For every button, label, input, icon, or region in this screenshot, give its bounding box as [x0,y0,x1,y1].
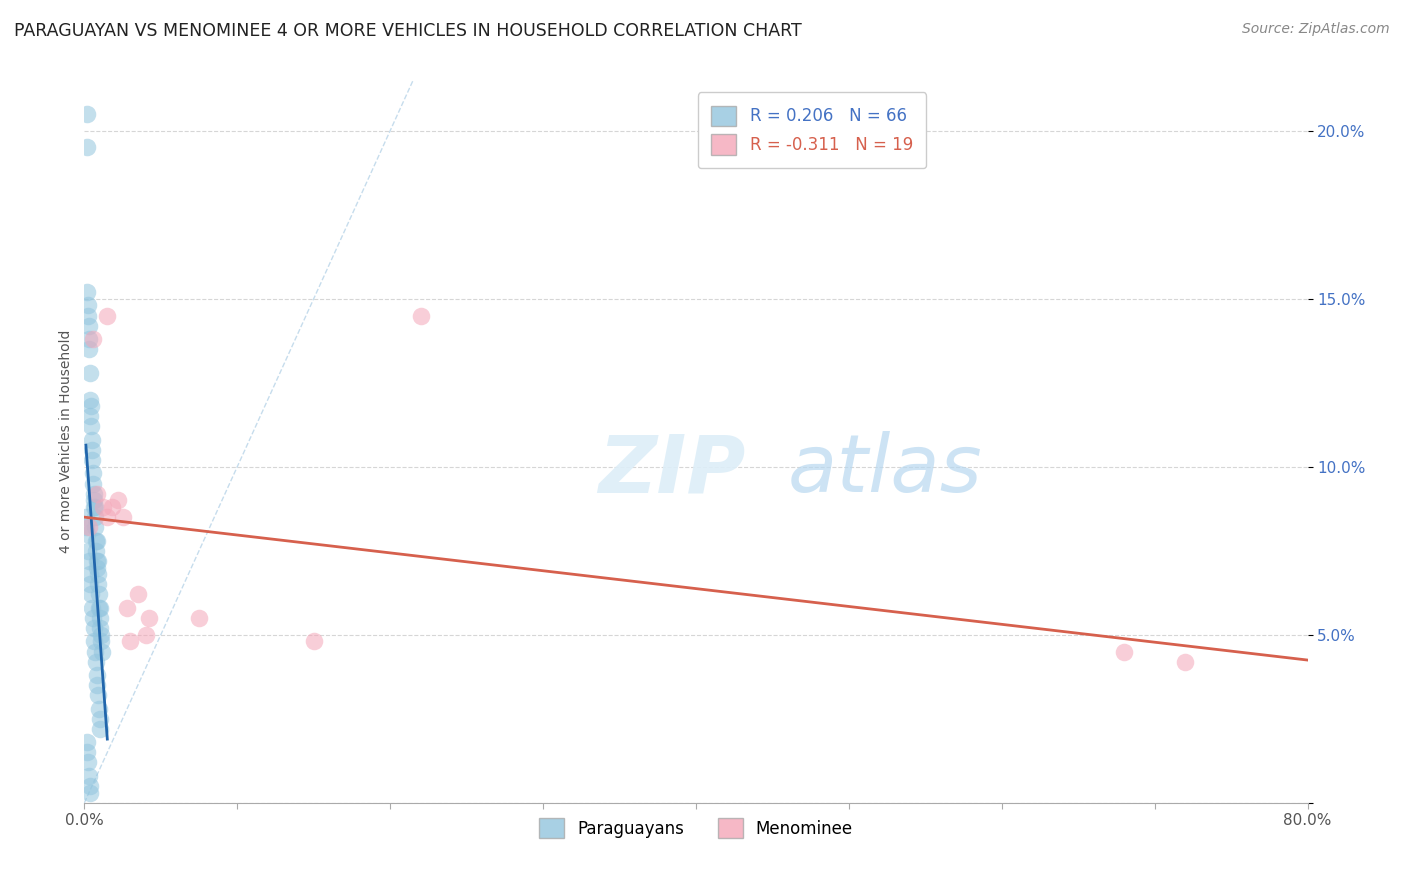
Point [79,366,101,380]
Point [83,634,105,648]
Text: atlas: atlas [787,432,983,509]
Point [75,520,97,534]
Point [302,634,325,648]
Point [82,467,104,481]
Point [79,409,101,424]
Point [89,600,111,615]
Point [82,476,104,491]
Point [91,644,114,658]
Point [135,628,157,642]
Point [107,493,129,508]
Point [90,628,112,642]
Point [115,600,138,615]
Point [1114,644,1136,658]
Point [82,332,104,346]
Point [80,600,103,615]
Point [84,655,107,669]
Point [86,668,108,682]
Point [82,453,104,467]
Point [76,527,98,541]
Point [87,577,110,591]
Point [87,587,110,601]
Point [79,786,101,800]
Point [89,712,111,726]
Point [80,419,103,434]
Point [89,600,111,615]
Point [75,510,97,524]
Point [80,587,103,601]
Point [77,756,100,770]
Point [83,500,105,514]
Point [87,554,110,568]
Point [87,702,110,716]
Point [90,634,112,648]
Point [76,735,98,749]
Point [87,567,110,582]
Point [80,433,103,447]
Point [89,722,111,736]
Legend: Paraguayans, Menominee: Paraguayans, Menominee [533,812,859,845]
Point [86,560,108,574]
Point [76,285,98,299]
Point [80,399,103,413]
Text: ZIP: ZIP [598,432,745,509]
Point [89,611,111,625]
Point [127,587,149,601]
Point [79,567,101,582]
Point [76,745,98,759]
Point [91,500,114,514]
Point [120,634,142,648]
Point [83,493,105,508]
Point [77,342,100,356]
Point [96,510,118,524]
Point [138,611,160,625]
Point [77,769,100,783]
Point [84,533,107,548]
Point [79,779,101,793]
Point [86,486,108,500]
Point [79,392,101,407]
Point [86,533,108,548]
Point [80,442,103,457]
Point [83,621,105,635]
Point [84,500,107,514]
Point [96,309,118,323]
Point [84,644,107,658]
Point [83,510,105,524]
Point [76,298,98,312]
Point [188,611,211,625]
Point [87,688,110,702]
Point [84,543,107,558]
Point [82,611,104,625]
Point [77,520,100,534]
Point [86,554,108,568]
Point [77,543,100,558]
Point [111,510,134,524]
Point [77,318,100,333]
Point [84,520,107,534]
Point [79,577,101,591]
Point [86,678,108,692]
Point [77,309,100,323]
Point [101,500,124,514]
Point [76,107,98,121]
Point [83,486,105,500]
Point [76,140,98,154]
Text: Source: ZipAtlas.com: Source: ZipAtlas.com [1241,22,1389,37]
Point [77,332,100,346]
Point [89,621,111,635]
Text: PARAGUAYAN VS MENOMINEE 4 OR MORE VEHICLES IN HOUSEHOLD CORRELATION CHART: PARAGUAYAN VS MENOMINEE 4 OR MORE VEHICL… [14,22,801,40]
Point [1174,655,1197,669]
Point [77,554,100,568]
Point [409,309,432,323]
Y-axis label: 4 or more Vehicles in Household: 4 or more Vehicles in Household [59,330,73,553]
